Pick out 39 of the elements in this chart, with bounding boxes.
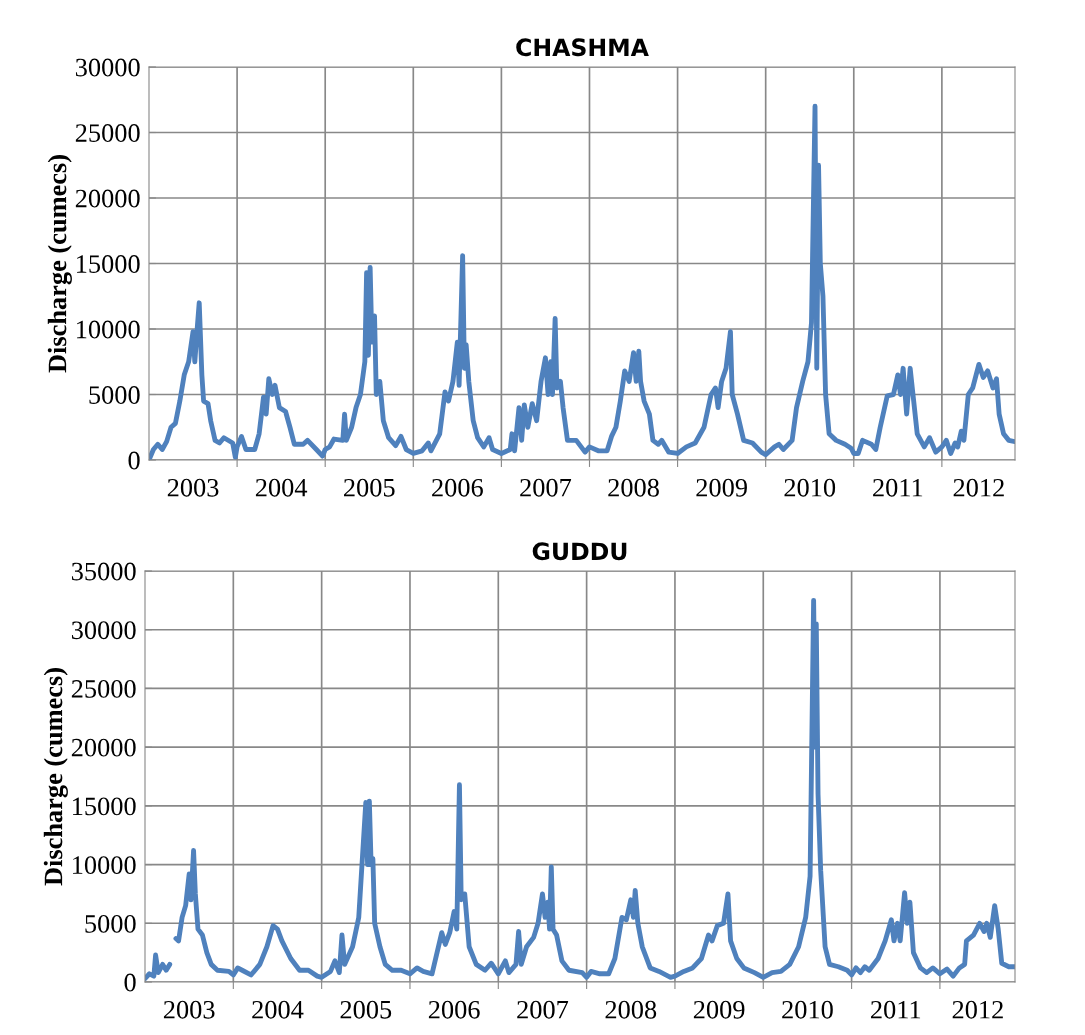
- y-tick-label: 0: [124, 973, 136, 992]
- x-tick-label: 2006: [432, 478, 483, 497]
- x-tick-label: 2005: [344, 478, 395, 497]
- y-tick-label: 35000: [71, 562, 136, 581]
- y-tick-label: 10000: [77, 320, 140, 339]
- y-tick-label: 15000: [77, 255, 140, 273]
- x-tick-label: 2009: [696, 478, 747, 497]
- x-tick-label: 2005: [340, 1000, 392, 1019]
- x-tick-label: 2012: [952, 1000, 1003, 1019]
- x-tick-label: 2010: [784, 478, 836, 497]
- x-tick-label: 2004: [252, 1000, 304, 1019]
- y-tick-label: 10000: [73, 856, 136, 874]
- x-tick-label: 2010: [782, 1000, 833, 1019]
- y-tick-label: 0: [128, 451, 140, 470]
- x-tick-label: 2011: [873, 478, 923, 497]
- y-tick-label: 15000: [73, 797, 136, 816]
- x-tick-label: 2008: [608, 478, 659, 497]
- x-tick-label: 2003: [167, 478, 219, 497]
- y-tick-label: 20000: [71, 738, 136, 757]
- x-tick-label: 2011: [871, 1000, 921, 1019]
- y-axis-title: Discharge (cumecs): [47, 155, 72, 373]
- y-axis-title: Discharge (cumecs): [43, 668, 68, 886]
- x-tick-label: 2009: [693, 1000, 745, 1019]
- y-tick-label: 5000: [85, 914, 136, 933]
- y-tick-label: 30000: [71, 621, 136, 640]
- x-tick-label: 2003: [163, 1000, 215, 1019]
- x-tick-label: 2012: [953, 478, 1004, 497]
- x-tick-label: 2006: [428, 1000, 480, 1019]
- y-tick-label: 25000: [71, 680, 136, 698]
- y-tick-label: 5000: [89, 386, 140, 404]
- y-tick-label: 25000: [75, 124, 140, 142]
- y-tick-label: 20000: [75, 189, 140, 208]
- chart-title: GUDDU: [532, 542, 627, 561]
- x-tick-label: 2008: [605, 1000, 657, 1019]
- x-tick-label: 2007: [520, 478, 572, 497]
- x-tick-label: 2004: [255, 478, 308, 497]
- chart-title: CHASHMA: [516, 38, 649, 57]
- x-tick-label: 2007: [517, 1000, 569, 1019]
- y-tick-label: 30000: [75, 58, 140, 77]
